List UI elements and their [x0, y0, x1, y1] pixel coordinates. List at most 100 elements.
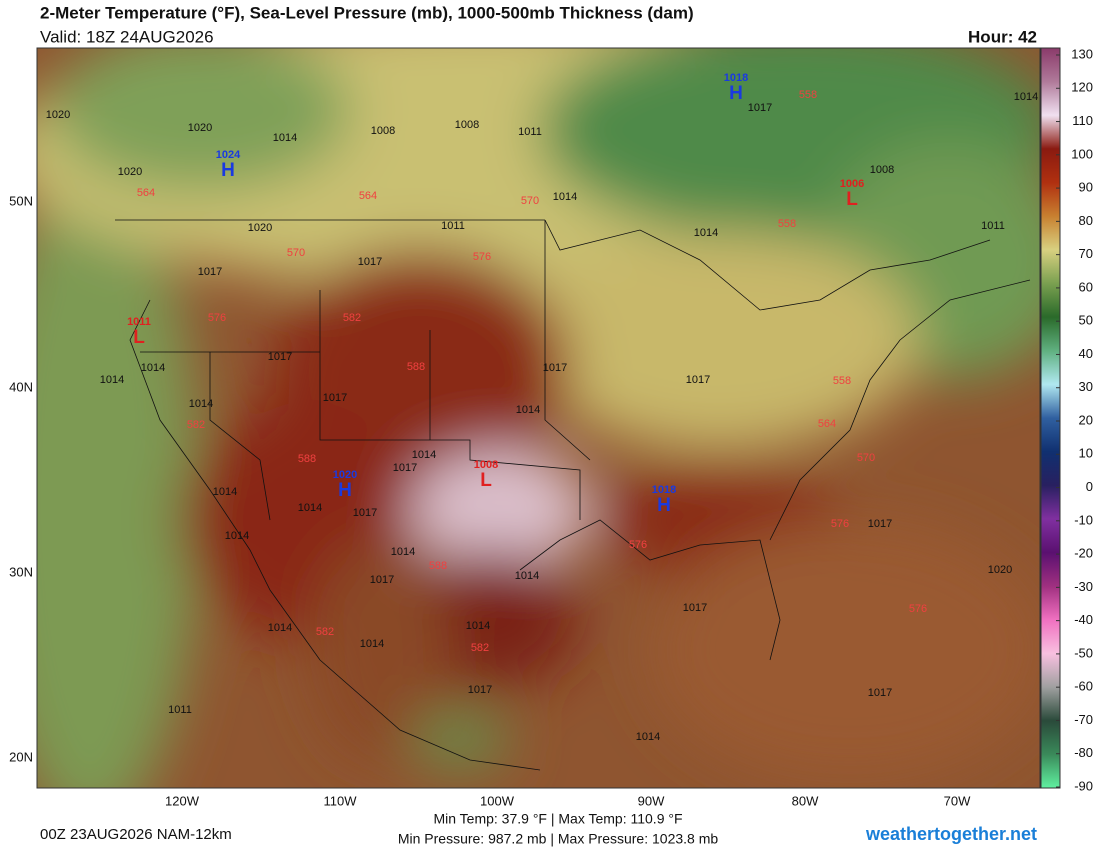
colorbar-label: 10 [1079, 446, 1093, 461]
isobar-label: 1017 [393, 462, 417, 474]
lon-label: 120W [165, 793, 200, 808]
colorbar-label: -50 [1074, 645, 1093, 660]
colorbar-label: -60 [1074, 679, 1093, 694]
isobar-label: 1014 [298, 502, 322, 514]
thickness-label: 558 [833, 375, 851, 387]
isobar-label: 1014 [553, 191, 577, 203]
isobar-label: 1008 [870, 164, 894, 176]
isobar-label: 1020 [248, 222, 272, 234]
thickness-label: 582 [187, 419, 205, 431]
thickness-label: 576 [208, 312, 226, 324]
isobar-label: 1017 [683, 602, 707, 614]
lat-label: 30N [9, 564, 33, 579]
lat-label: 20N [9, 749, 33, 764]
isobar-label: 1017 [468, 684, 492, 696]
isobar-label: 1014 [466, 620, 490, 632]
pressure-center-value: 1024 [216, 149, 241, 161]
isobar-label: 1014 [360, 638, 384, 650]
colorbar [1040, 47, 1061, 789]
isobar-label: 1017 [370, 574, 394, 586]
isobar-label: 1017 [323, 392, 347, 404]
pressure-center-letter: H [221, 160, 235, 181]
isobar-label: 1014 [100, 374, 124, 386]
colorbar-label: 90 [1079, 180, 1093, 195]
isobar-label: 1014 [391, 546, 415, 558]
thickness-label: 570 [857, 452, 875, 464]
thickness-label: 588 [298, 453, 316, 465]
thickness-label: 582 [471, 642, 489, 654]
colorbar-label: -10 [1074, 512, 1093, 527]
isobar-label: 1008 [455, 119, 479, 131]
thickness-label: 582 [316, 626, 334, 638]
colorbar-label: 130 [1071, 46, 1093, 61]
lon-label: 80W [792, 793, 819, 808]
isobar-label: 1011 [168, 704, 192, 716]
isobar-label: 1020 [188, 122, 212, 134]
thickness-label: 576 [629, 539, 647, 551]
pressure-center-letter: H [657, 495, 671, 516]
colorbar-label: 70 [1079, 246, 1093, 261]
thickness-label: 570 [521, 195, 539, 207]
pressure-center-letter: L [846, 189, 858, 210]
temp-range: Min Temp: 37.9 °F | Max Temp: 110.9 °F [433, 811, 682, 827]
thickness-label: 576 [909, 603, 927, 615]
isobar-label: 1017 [868, 687, 892, 699]
pressure-center-value: 1020 [333, 469, 357, 481]
isobar-label: 1014 [189, 398, 213, 410]
isobar-label: 1008 [371, 125, 395, 137]
site-name: weathertogether.net [865, 824, 1037, 844]
isobar-label: 1017 [353, 507, 377, 519]
thickness-label: 558 [799, 89, 817, 101]
colorbar-label: 50 [1079, 313, 1093, 328]
lon-label: 90W [638, 793, 665, 808]
isobar-label: 1014 [141, 362, 165, 374]
pressure-center-letter: L [133, 327, 145, 348]
map-frame [36, 47, 1041, 789]
isobar-label: 1014 [515, 570, 539, 582]
lon-label: 70W [944, 793, 971, 808]
colorbar-label: -40 [1074, 612, 1093, 627]
lon-label: 100W [480, 793, 515, 808]
lon-label: 110W [324, 793, 358, 808]
isobar-label: 1014 [213, 486, 237, 498]
isobar-label: 1014 [268, 622, 292, 634]
isobar-label: 1014 [273, 132, 297, 144]
thickness-label: 588 [429, 560, 447, 572]
isobar-label: 1014 [636, 731, 660, 743]
isobar-label: 1014 [225, 530, 249, 542]
thickness-label: 588 [407, 361, 425, 373]
thickness-label: 564 [359, 190, 377, 202]
model-run: 00Z 23AUG2026 NAM-12km [40, 826, 232, 843]
pressure-center-letter: H [338, 480, 352, 501]
pressure-center-letter: H [729, 83, 743, 104]
pressure-range: Min Pressure: 987.2 mb | Max Pressure: 1… [398, 831, 719, 847]
isobar-label: 1011 [518, 126, 542, 138]
isobar-label: 1014 [516, 404, 540, 416]
isobar-label: 1014 [694, 227, 718, 239]
pressure-center-value: 1008 [474, 459, 498, 471]
colorbar-label: -30 [1074, 579, 1093, 594]
colorbar-label: 0 [1086, 479, 1093, 494]
isobar-label: 1017 [748, 102, 772, 114]
colorbar-label: -80 [1074, 745, 1093, 760]
colorbar-label: 110 [1072, 113, 1093, 128]
colorbar-label: -20 [1074, 546, 1093, 561]
pressure-center-value: 1018 [724, 72, 748, 84]
isobar-label: 1017 [686, 374, 710, 386]
thickness-label: 570 [287, 247, 305, 259]
isobar-label: 1017 [358, 256, 382, 268]
valid-time: Valid: 18Z 24AUG2026 [40, 27, 214, 46]
thickness-label: 564 [818, 418, 836, 430]
pressure-center-letter: L [480, 470, 492, 491]
colorbar-label: 30 [1079, 379, 1093, 394]
thickness-label: 576 [473, 251, 491, 263]
isobar-label: 1020 [988, 564, 1012, 576]
map: 1020 1020 1020 1014 1008 1008 1011 1014 1020 1017… [37, 48, 1040, 788]
thickness-label: 564 [137, 187, 155, 199]
colorbar-label: -90 [1074, 778, 1093, 793]
colorbar-label: -70 [1074, 712, 1093, 727]
colorbar-label: 60 [1079, 279, 1093, 294]
pressure-center-value: 1006 [840, 178, 864, 190]
isobar-label: 1011 [441, 220, 465, 232]
